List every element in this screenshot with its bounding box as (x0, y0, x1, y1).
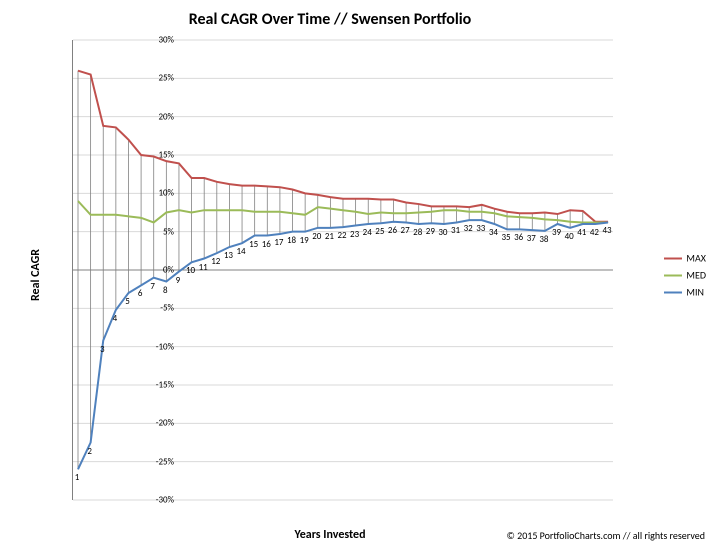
x-tick-label: 29 (426, 226, 435, 237)
x-tick-label: 33 (476, 223, 485, 234)
x-tick-label: 10 (186, 265, 195, 276)
y-axis-label: Real CAGR (29, 249, 43, 301)
attribution-text: © 2015 PortfolioCharts.com // all rights… (507, 529, 705, 542)
legend-label: MIN (686, 286, 704, 299)
y-tick-label: -5% (134, 303, 174, 314)
x-tick-label: 31 (451, 225, 460, 236)
legend-item: MAX (664, 252, 706, 265)
x-tick-label: 4 (113, 313, 118, 324)
y-tick-label: 30% (134, 35, 174, 46)
y-tick-label: 25% (134, 73, 174, 84)
x-tick-label: 23 (350, 229, 359, 240)
x-tick-label: 34 (489, 227, 498, 238)
chart-title: Real CAGR Over Time // Swensen Portfolio (0, 10, 660, 29)
series-max (78, 71, 608, 222)
x-tick-label: 16 (262, 239, 271, 250)
x-tick-label: 15 (249, 239, 258, 250)
x-tick-label: 25 (375, 226, 384, 237)
x-tick-label: 37 (527, 233, 536, 244)
y-tick-label: 20% (134, 111, 174, 122)
x-tick-label: 18 (287, 235, 296, 246)
x-tick-label: 21 (325, 231, 334, 242)
x-tick-label: 11 (199, 262, 208, 273)
legend-swatch (664, 257, 682, 259)
legend-swatch (664, 291, 682, 293)
x-tick-label: 19 (300, 235, 309, 246)
x-tick-label: 6 (138, 288, 143, 299)
y-tick-label: -25% (134, 456, 174, 467)
x-tick-label: 41 (577, 227, 586, 238)
x-tick-label: 35 (501, 232, 510, 243)
legend-item: MIN (664, 286, 706, 299)
x-tick-label: 27 (401, 225, 410, 236)
x-tick-label: 8 (163, 285, 168, 296)
x-tick-label: 1 (75, 472, 80, 483)
y-tick-label: 15% (134, 150, 174, 161)
x-tick-label: 32 (464, 223, 473, 234)
x-tick-label: 20 (312, 231, 321, 242)
legend-label: MAX (686, 252, 706, 265)
y-tick-label: 10% (134, 188, 174, 199)
y-tick-label: 0% (134, 265, 174, 276)
x-tick-label: 39 (552, 227, 561, 238)
x-tick-label: 43 (602, 225, 611, 236)
y-tick-label: 5% (134, 226, 174, 237)
x-tick-label: 40 (565, 231, 574, 242)
x-tick-label: 24 (363, 227, 372, 238)
x-tick-label: 9 (176, 275, 181, 286)
x-tick-label: 38 (539, 234, 548, 245)
y-tick-label: -15% (134, 380, 174, 391)
x-tick-label: 26 (388, 225, 397, 236)
x-tick-label: 7 (150, 281, 155, 292)
x-tick-label: 5 (125, 296, 130, 307)
legend-label: MED (686, 269, 706, 282)
x-tick-label: 28 (413, 227, 422, 238)
x-tick-label: 12 (211, 256, 220, 267)
y-tick-label: -20% (134, 418, 174, 429)
legend-item: MED (664, 269, 706, 282)
x-tick-label: 13 (224, 250, 233, 261)
x-tick-label: 2 (87, 446, 92, 457)
x-tick-label: 30 (438, 227, 447, 238)
legend: MAX MED MIN (664, 248, 706, 303)
x-tick-label: 36 (514, 232, 523, 243)
x-tick-label: 14 (236, 246, 245, 257)
y-tick-label: -10% (134, 341, 174, 352)
chart-container: Real CAGR Over Time // Swensen Portfolio… (0, 0, 720, 550)
x-tick-label: 22 (337, 230, 346, 241)
x-tick-label: 17 (274, 237, 283, 248)
x-tick-label: 3 (100, 344, 105, 355)
legend-swatch (664, 274, 682, 276)
y-tick-label: -30% (134, 495, 174, 506)
x-tick-label: 42 (590, 227, 599, 238)
